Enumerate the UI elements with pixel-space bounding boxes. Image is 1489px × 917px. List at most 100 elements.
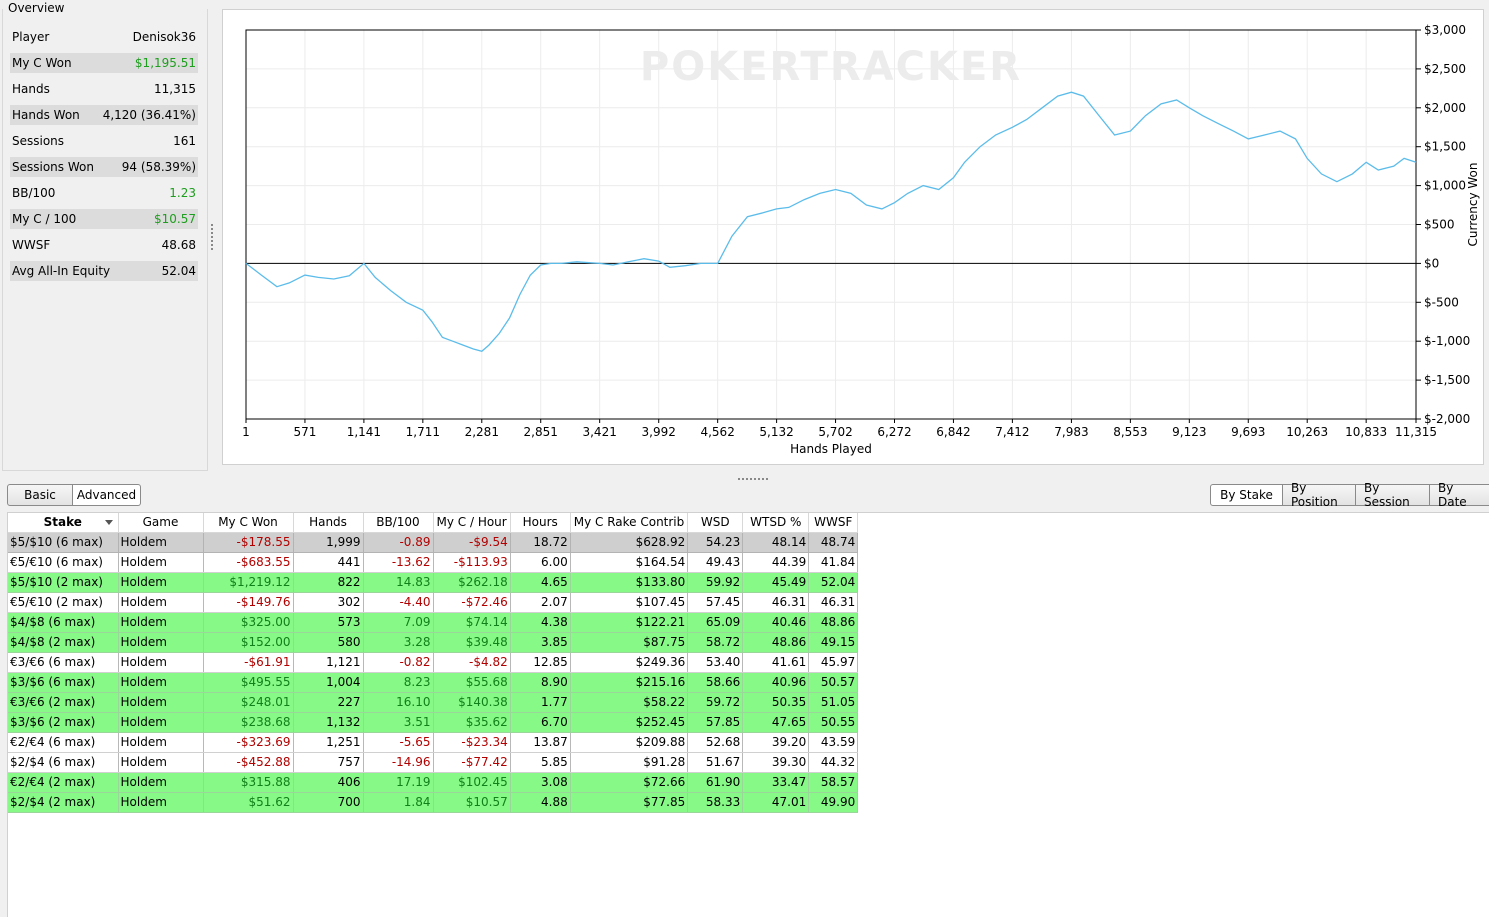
table-cell: 46.31 [808,592,859,613]
column-header[interactable]: WWSF [808,513,859,533]
overview-label: Hands Won [12,108,80,122]
table-cell: $3/$6 (6 max) [8,672,119,693]
overview-row: WWSF 48.68 [10,235,198,255]
column-header[interactable]: My C Rake Contrib [570,513,689,533]
column-header[interactable]: My C / Hour [433,513,511,533]
table-cell: 43.59 [808,732,859,753]
table-cell: 41.61 [742,652,810,673]
table-cell: 52.68 [687,732,744,753]
column-header[interactable]: Game [118,513,204,533]
advanced-button[interactable]: Advanced [73,484,141,506]
table-cell: $55.68 [433,672,511,693]
overview-label: My C Won [12,56,72,70]
table-cell: 822 [293,572,364,593]
table-cell: 58.72 [687,632,744,653]
y-tick-label: $-500 [1424,295,1459,309]
table-cell: 16.10 [363,692,434,713]
table-cell: Holdem [118,672,204,693]
chart-svg: POKERTRACKER 1 571 1,141 1,711 2,281 2,851 3,42… [242,23,1480,456]
table-cell: $39.48 [433,632,511,653]
table-cell: 65.09 [687,612,744,633]
overview-row: BB/100 1.23 [10,183,198,203]
x-tick-label: 9,123 [1172,425,1206,439]
column-header[interactable]: Hands [293,513,364,533]
table-cell: 54.23 [687,532,744,553]
table-cell: 4.38 [510,612,571,633]
table-cell: 14.83 [363,572,434,593]
overview-row: Hands Won 4,120 (36.41%) [10,105,198,125]
table-row[interactable]: €5/€10 (6 max) Holdem -$683.55 441 -13.62 -$1… [8,552,859,573]
table-cell: 1,004 [293,672,364,693]
table-cell: 49.43 [687,552,744,573]
x-tick-label: 3,421 [582,425,616,439]
column-header[interactable]: My C Won [203,513,294,533]
table-cell: 3.51 [363,712,434,733]
table-row[interactable]: €3/€6 (2 max) Holdem $248.01 227 16.10 $140.3… [8,692,859,713]
table-cell: -$4.82 [433,652,511,673]
x-axis-label: Hands Played [790,442,872,456]
table-cell: Holdem [118,572,204,593]
overview-value: $1,195.51 [134,56,196,70]
column-header-label: Game [142,515,179,530]
table-cell: 4.88 [510,792,571,813]
overview-label: Sessions [12,134,65,148]
table-row[interactable]: €2/€4 (6 max) Holdem -$323.69 1,251 -5.65 -$2… [8,732,859,753]
x-tick-label: 2,851 [524,425,558,439]
vertical-splitter[interactable] [211,224,214,250]
table-cell: -$23.34 [433,732,511,753]
column-header[interactable]: WTSD % [742,513,810,533]
table-row[interactable]: $5/$10 (6 max) Holdem -$178.55 1,999 -0.89 -$… [8,532,859,553]
table-cell: $140.38 [433,692,511,713]
table-row[interactable]: $3/$6 (6 max) Holdem $495.55 1,004 8.23 $55.6… [8,672,859,693]
table-cell: -0.82 [363,652,434,673]
by-stake-button[interactable]: By Stake [1210,484,1283,506]
overview-row: Sessions 161 [10,131,198,151]
table-cell: -$683.55 [203,552,294,573]
x-tick-label: 7,412 [995,425,1029,439]
table-cell: 47.65 [742,712,810,733]
table-cell: 50.55 [808,712,859,733]
table-row[interactable]: $5/$10 (2 max) Holdem $1,219.12 822 14.83 $26… [8,572,859,593]
table-cell: Holdem [118,552,204,573]
by-date-button[interactable]: By Date [1430,481,1489,509]
column-header[interactable]: Stake [8,513,119,533]
x-tick-label: 3,992 [642,425,676,439]
table-cell: Holdem [118,752,204,773]
basic-button[interactable]: Basic [7,484,73,506]
table-cell: $164.54 [570,552,689,573]
x-tick-label: 4,562 [700,425,734,439]
table-cell: $51.62 [203,792,294,813]
by-position-button[interactable]: By Position [1283,481,1356,509]
column-header-label: WTSD % [750,515,802,530]
table-row[interactable]: $2/$4 (6 max) Holdem -$452.88 757 -14.96 -$77… [8,752,859,773]
table-row[interactable]: €3/€6 (6 max) Holdem -$61.91 1,121 -0.82 -$4.… [8,652,859,673]
by-session-button[interactable]: By Session [1356,481,1430,509]
table-row[interactable]: $4/$8 (2 max) Holdem $152.00 580 3.28 $39.48 3… [8,632,859,653]
table-cell: 48.74 [808,532,859,553]
overview-row: Avg All-In Equity 52.04 [10,261,198,281]
y-tick-label: $-1,000 [1424,334,1470,348]
table-cell: €2/€4 (2 max) [8,772,119,793]
table-row[interactable]: $3/$6 (2 max) Holdem $238.68 1,132 3.51 $35.6… [8,712,859,733]
column-header[interactable]: BB/100 [363,513,434,533]
table-cell: Holdem [118,632,204,653]
table-row[interactable]: €2/€4 (2 max) Holdem $315.88 406 17.19 $102.4… [8,772,859,793]
table-row[interactable]: $4/$8 (6 max) Holdem $325.00 573 7.09 $74.14 4… [8,612,859,633]
table-cell: $10.57 [433,792,511,813]
table-cell: $2/$4 (6 max) [8,752,119,773]
sort-down-icon [104,520,113,525]
winnings-chart: POKERTRACKER 1 571 1,141 1,711 2,281 2,851 3,42… [222,9,1484,465]
column-header[interactable]: Hours [510,513,571,533]
table-cell: 441 [293,552,364,573]
overview-value: 11,315 [154,82,196,96]
table-cell: 57.45 [687,592,744,613]
column-header-label: BB/100 [376,515,420,530]
table-row[interactable]: €5/€10 (2 max) Holdem -$149.76 302 -4.40 -$72… [8,592,859,613]
column-header[interactable]: WSD [687,513,744,533]
overview-label: WWSF [12,238,51,252]
horizontal-splitter[interactable] [738,478,768,481]
table-cell: 3.85 [510,632,571,653]
overview-value: $10.57 [154,212,196,226]
table-cell: -13.62 [363,552,434,573]
table-row[interactable]: $2/$4 (2 max) Holdem $51.62 700 1.84 $10.57 4.… [8,792,859,813]
